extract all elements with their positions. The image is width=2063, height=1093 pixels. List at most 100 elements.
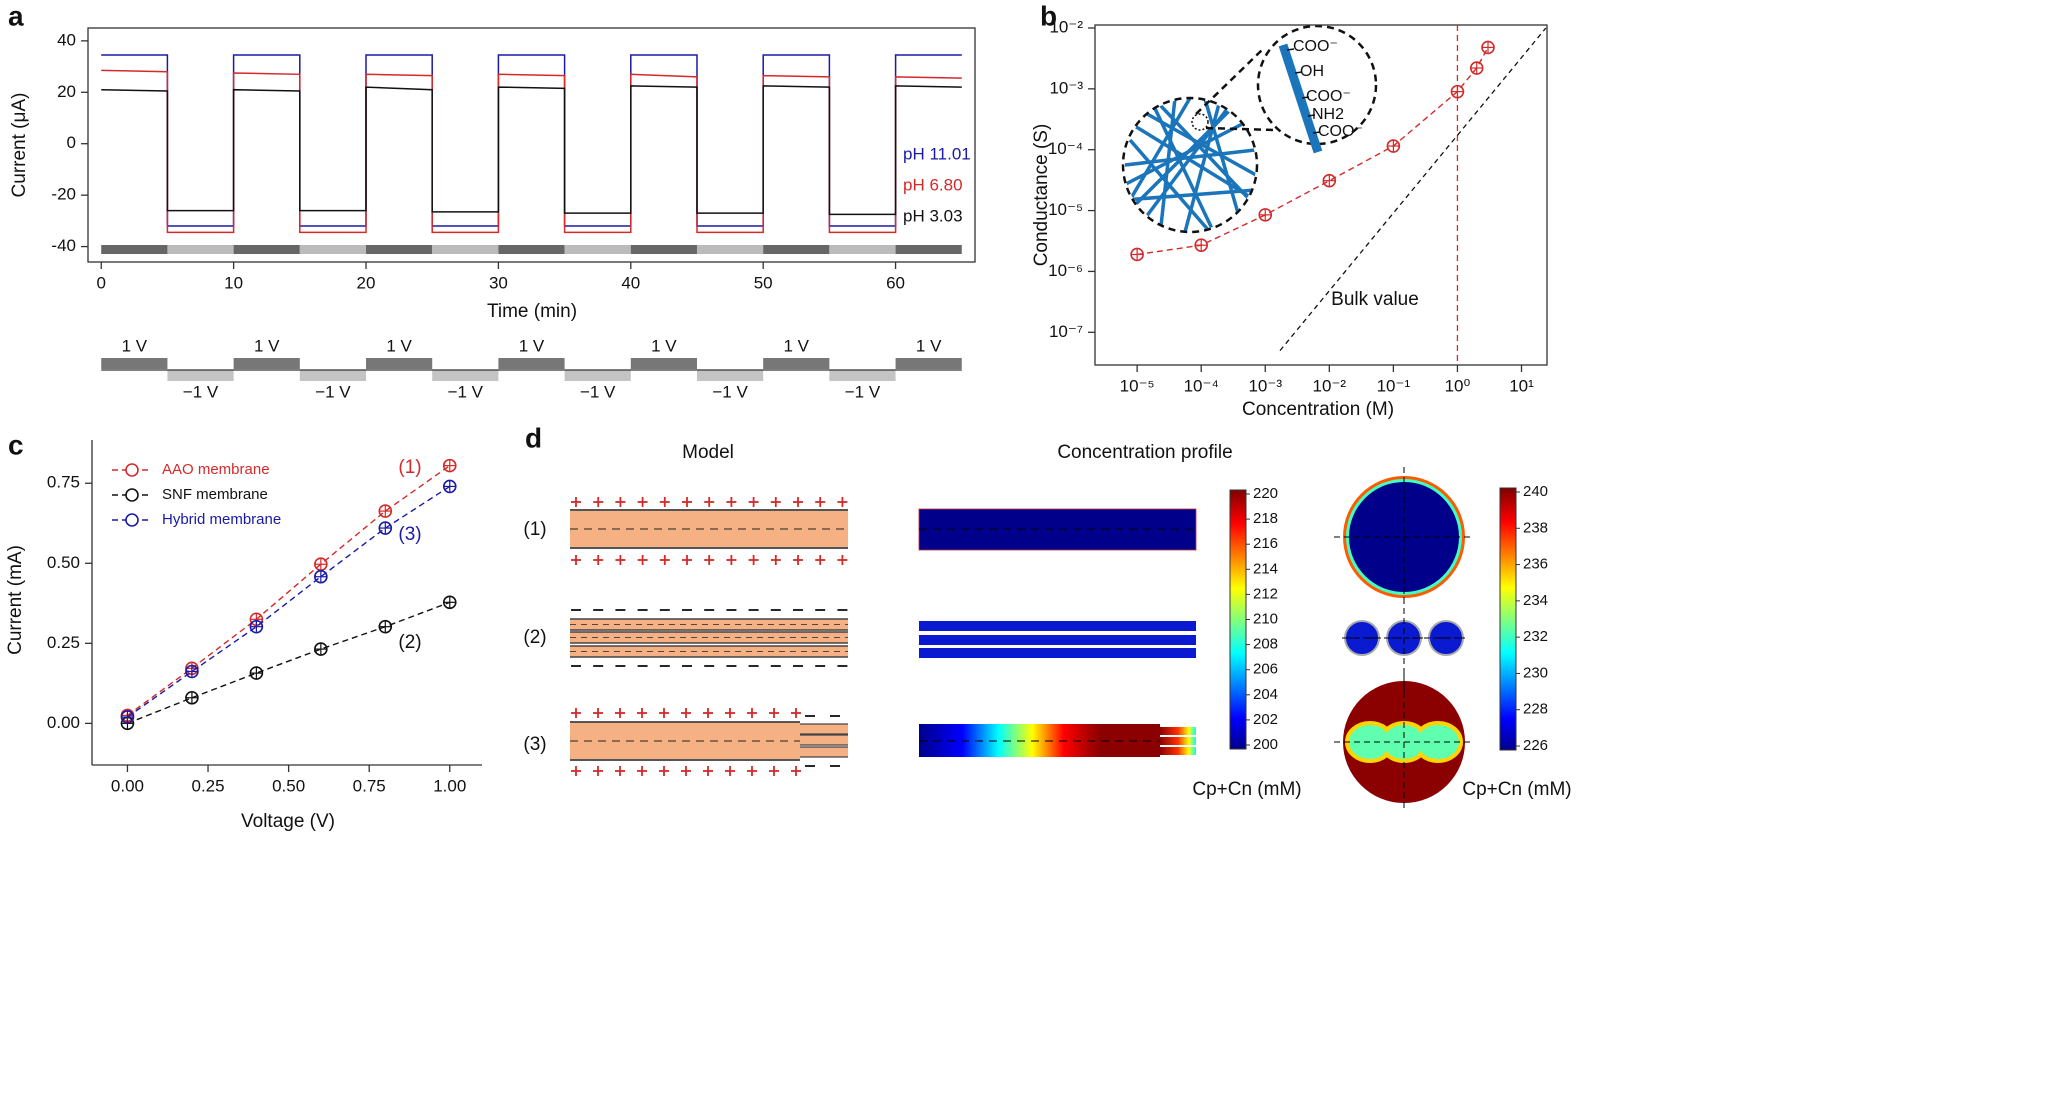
profile <box>918 508 1197 551</box>
x-tick-label: 0.50 <box>272 776 305 795</box>
colorbar-tick-label: 202 <box>1253 711 1278 728</box>
y-axis-label: Current (μA) <box>9 93 30 198</box>
channel <box>570 646 848 657</box>
row-label: (1) <box>523 519 546 540</box>
x-tick-label: 10⁻⁴ <box>1184 376 1219 395</box>
colorbar-tick-label: 210 <box>1253 610 1278 627</box>
voltage-label: 1 V <box>254 336 280 355</box>
series-label: pH 6.80 <box>903 175 963 194</box>
phase-bar <box>366 245 433 254</box>
y-tick-label: 10⁻⁵ <box>1048 200 1083 219</box>
x-tick-label: 10⁻⁵ <box>1120 376 1155 395</box>
y-tick-label: 10⁻⁴ <box>1048 139 1083 158</box>
x-axis-label: Voltage (V) <box>241 811 335 832</box>
legend-label: SNF membrane <box>162 486 268 503</box>
row-label: (3) <box>523 734 546 755</box>
profile <box>1160 747 1196 755</box>
voltage-step <box>895 358 962 369</box>
series-line <box>127 465 451 716</box>
voltage-step <box>432 370 499 381</box>
colorbar-tick-label: 208 <box>1253 636 1278 653</box>
voltage-step <box>167 370 234 381</box>
channel <box>800 735 848 745</box>
phase-bar <box>895 245 962 254</box>
phase-bar <box>233 245 300 254</box>
y-tick-label: 0.25 <box>47 633 80 652</box>
annotation: (3) <box>398 524 421 545</box>
series-line <box>127 485 451 718</box>
inset-label: COO⁻ <box>1318 123 1363 140</box>
x-tick-label: 10 <box>224 273 243 292</box>
phase-bar <box>299 245 367 254</box>
x-tick-label: 30 <box>489 273 508 292</box>
inset-fibers <box>1121 24 1378 234</box>
x-tick-label: 60 <box>886 273 905 292</box>
voltage-step <box>630 358 697 369</box>
x-tick-label: 0.25 <box>191 776 224 795</box>
colorbar-tick-label: 220 <box>1253 485 1278 502</box>
colorbar-tick-label: 214 <box>1253 560 1278 577</box>
series-line <box>127 601 451 725</box>
y-axis-label: Current (mA) <box>5 545 26 655</box>
colorbar-tick-label: 228 <box>1523 701 1548 718</box>
x-tick-label: 20 <box>357 273 376 292</box>
voltage-step <box>829 370 896 381</box>
x-tick-label: 10⁻³ <box>1248 376 1282 395</box>
colorbar-tick-label: 200 <box>1253 736 1278 753</box>
x-axis-label: Time (min) <box>487 301 577 322</box>
profile <box>1160 737 1196 745</box>
voltage-step <box>101 358 168 369</box>
y-tick-label: 20 <box>57 82 76 101</box>
plot-frame <box>1094 24 1548 366</box>
voltage-label: −1 V <box>580 382 616 401</box>
voltage-label: 1 V <box>122 336 148 355</box>
colorbar-tick-label: 206 <box>1253 661 1278 678</box>
colorbar <box>1229 489 1247 750</box>
annotation: (2) <box>398 632 421 653</box>
x-tick-label: 0 <box>97 273 106 292</box>
phase-bar <box>630 245 697 254</box>
colorbar-tick-label: 218 <box>1253 510 1278 527</box>
series-line <box>101 54 962 227</box>
fit-line <box>1136 47 1489 256</box>
colorbar-tick-label: 212 <box>1253 585 1278 602</box>
phase-bar <box>564 245 631 254</box>
annotation: (1) <box>398 457 421 478</box>
legend-symbol <box>125 513 139 527</box>
colorbar-label: Cp+Cn (mM) <box>1462 779 1571 800</box>
panel-label: c <box>8 429 24 460</box>
phase-bar <box>696 245 764 254</box>
inset-label: OH <box>1300 63 1324 80</box>
panel-label: d <box>525 422 542 453</box>
voltage-step <box>366 358 433 369</box>
x-tick-label: 40 <box>621 273 640 292</box>
x-axis-label: Concentration (M) <box>1242 399 1394 420</box>
phase-bar <box>498 245 565 254</box>
channel <box>570 619 848 630</box>
profile <box>919 621 1196 631</box>
row-label: (2) <box>523 627 546 648</box>
column-header: Model <box>682 442 734 463</box>
voltage-label: 1 V <box>784 336 810 355</box>
bulk-label: Bulk value <box>1331 289 1419 310</box>
y-tick-label: -20 <box>51 185 76 204</box>
series-label: pH 11.01 <box>903 144 971 163</box>
y-tick-label: 0.50 <box>47 553 80 572</box>
y-tick-label: 40 <box>57 30 76 49</box>
channel <box>570 510 848 548</box>
column-header: Concentration profile <box>1057 442 1232 463</box>
phase-bar <box>101 245 168 254</box>
y-tick-label: 0.75 <box>47 473 80 492</box>
voltage-step <box>233 358 300 369</box>
voltage-label: −1 V <box>448 382 484 401</box>
voltage-label: 1 V <box>916 336 942 355</box>
phase-bar <box>167 245 234 254</box>
legend-symbol <box>125 463 139 477</box>
colorbar-tick-label: 236 <box>1523 556 1548 573</box>
x-tick-label: 0.00 <box>111 776 144 795</box>
bulk-line <box>1279 27 1547 352</box>
series-line <box>101 69 962 234</box>
x-tick-label: 10⁰ <box>1445 376 1471 395</box>
voltage-step <box>564 370 631 381</box>
channel <box>570 632 848 643</box>
